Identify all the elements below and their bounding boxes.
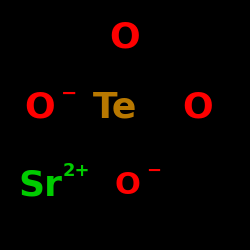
Text: O: O (114, 170, 140, 200)
Text: Te: Te (93, 90, 137, 124)
Text: −: − (60, 84, 77, 103)
Text: 2+: 2+ (62, 162, 90, 180)
Text: O: O (182, 90, 213, 124)
Text: −: − (146, 162, 161, 180)
Text: O: O (110, 20, 140, 54)
Text: O: O (24, 90, 56, 124)
Text: Sr: Sr (18, 168, 62, 202)
